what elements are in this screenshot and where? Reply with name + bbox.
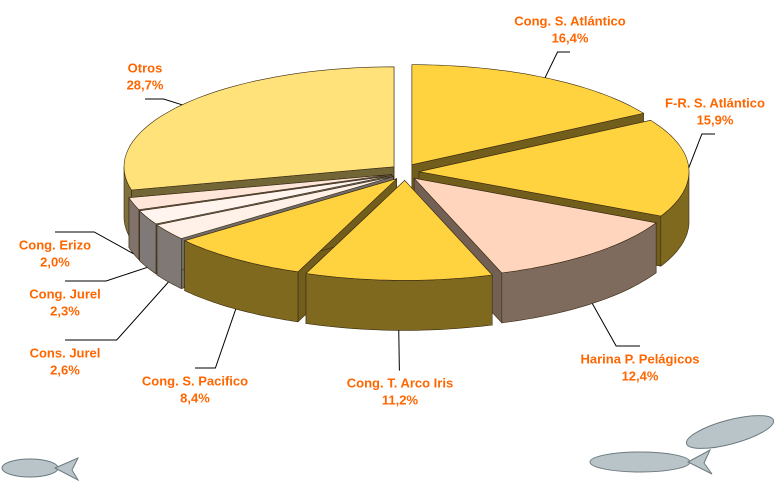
slice-top (183, 178, 397, 273)
slice-top (138, 175, 393, 225)
slice-wall (305, 273, 493, 331)
slice-label: Cong. S. Pacifico (142, 373, 248, 388)
leader-line (65, 281, 169, 341)
slice-label: Harina P. Pelágicos (581, 351, 700, 366)
value-label: 2,0% (40, 254, 70, 269)
value-label: 2,6% (50, 362, 80, 377)
value-label: 8,4% (180, 390, 210, 405)
slice-top (123, 66, 395, 191)
slice-top (413, 177, 657, 274)
leader-line (398, 330, 400, 371)
value-label: 12,4% (622, 368, 659, 383)
slice-label: Cons. Jurel (30, 345, 101, 360)
slice-label: F-R. S. Atlántico (665, 95, 765, 110)
leader-line (544, 51, 570, 78)
value-label: 15,9% (697, 112, 734, 127)
leader-line (688, 133, 715, 168)
slice-top (156, 176, 394, 239)
slice-label: Cong. T. Arco Iris (347, 375, 453, 390)
slice-top (305, 179, 493, 281)
leader-line (55, 231, 134, 255)
value-label: 2,3% (50, 303, 80, 318)
leader-line (65, 266, 148, 282)
slice-label: Cong. S. Atlántico (514, 13, 626, 28)
slice-top (128, 174, 392, 211)
slice-label: Otros (128, 60, 163, 75)
value-label: 11,2% (382, 392, 419, 407)
leader-line (145, 98, 183, 106)
leader-line (195, 308, 237, 369)
fish-decoration (1, 415, 775, 482)
slice-label: Cong. Jurel (29, 286, 101, 301)
value-label: 28,7% (127, 77, 164, 92)
slice-label: Cong. Erizo (19, 237, 91, 252)
slice (305, 179, 493, 331)
leader-line (591, 303, 640, 347)
value-label: 16,4% (552, 30, 589, 45)
